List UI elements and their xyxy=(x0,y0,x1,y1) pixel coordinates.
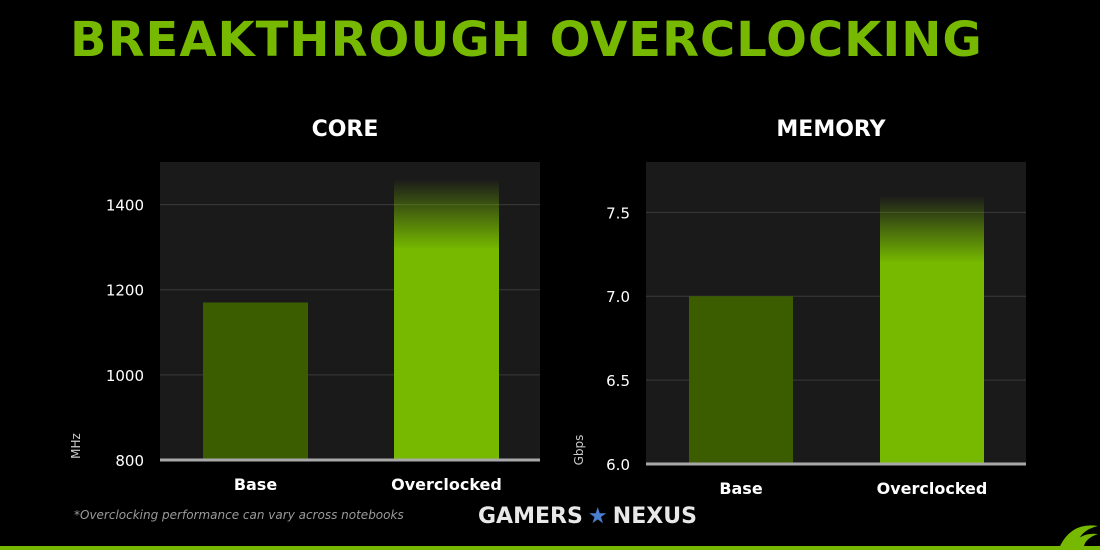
x-category-label-1-0: Base xyxy=(719,479,763,498)
x-category-label-0-0: Base xyxy=(234,475,278,494)
y-tick-label-1-2: 7.0 xyxy=(606,288,630,306)
chart-title-0: CORE xyxy=(312,117,379,142)
y-tick-label-0-1: 1000 xyxy=(106,367,144,385)
bar-base-0 xyxy=(203,302,308,460)
watermark-left-text: GAMERS xyxy=(478,504,583,529)
bar-overclocked-fade-1 xyxy=(880,195,984,263)
bar-overclocked-0 xyxy=(394,248,499,460)
y-tick-label-0-0: 800 xyxy=(115,452,144,470)
chart-title-1: MEMORY xyxy=(776,117,886,142)
x-category-label-1-1: Overclocked xyxy=(877,479,988,498)
y-axis-label-1: Gbps xyxy=(572,435,586,466)
y-tick-label-0-2: 1200 xyxy=(106,282,144,300)
y-tick-label-1-1: 6.5 xyxy=(606,372,630,390)
y-tick-label-1-3: 7.5 xyxy=(606,204,630,222)
y-axis-label-0: MHz xyxy=(69,433,83,459)
bottom-accent-line xyxy=(0,546,1100,550)
bar-overclocked-fade-0 xyxy=(394,179,499,250)
footnote: *Overclocking performance can vary acros… xyxy=(74,508,404,522)
slide-title: BREAKTHROUGH OVERCLOCKING xyxy=(70,12,983,68)
bar-overclocked-1 xyxy=(880,261,984,464)
watermark-logo: GAMERS ★ NEXUS xyxy=(478,504,697,529)
bar-base-1 xyxy=(689,296,793,464)
watermark-emblem-icon: ★ xyxy=(587,504,608,529)
y-tick-label-0-3: 1400 xyxy=(106,197,144,215)
brand-logo-icon xyxy=(1060,525,1098,546)
watermark-right-text: NEXUS xyxy=(612,504,697,529)
x-category-label-0-1: Overclocked xyxy=(391,475,502,494)
y-tick-label-1-0: 6.0 xyxy=(606,456,630,474)
